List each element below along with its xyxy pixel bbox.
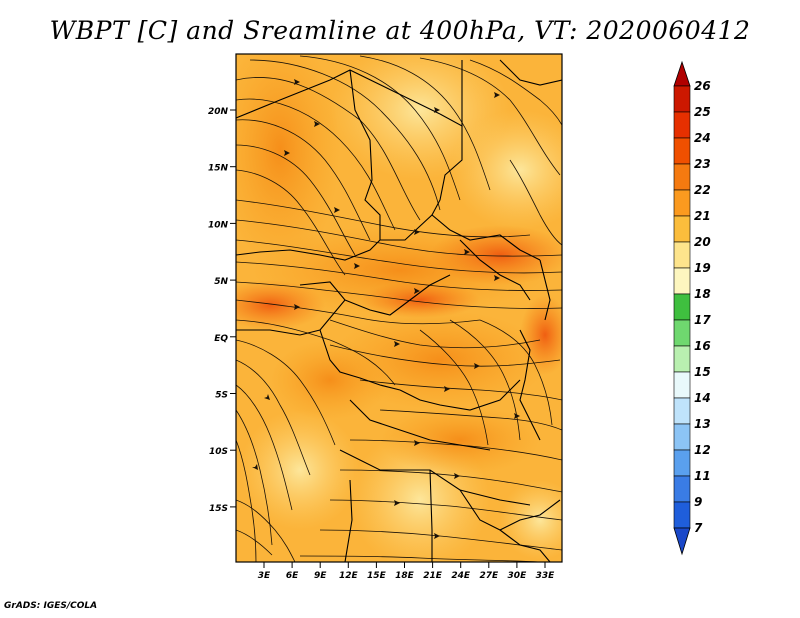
colorbar-label: 12: [694, 443, 711, 457]
longitude-axis: 3E 6E 9E 12E 15E 18E 21E 24E 27E 30E 33E: [258, 562, 555, 581]
colorbar-label: 15: [694, 365, 711, 379]
colorbar-bottom-cap: [673, 527, 691, 556]
colorbar-label: 19: [694, 261, 711, 275]
colorbar-segment: [673, 423, 691, 451]
colorbar-segment: [673, 163, 691, 191]
colorbar-segment: [673, 501, 691, 529]
colorbar-label: 24: [694, 131, 711, 145]
colorbar-segment: [673, 215, 691, 243]
colorbar-label: 23: [694, 157, 711, 171]
lat-tick-label: 5S: [215, 391, 228, 401]
colorbar-segment: [673, 319, 691, 347]
country-borders: [236, 59, 562, 562]
colorbar-segment: [673, 371, 691, 399]
lat-tick-label: 15S: [209, 504, 228, 514]
colorbar-label: 13: [694, 417, 711, 431]
lon-tick-label: 18E: [395, 571, 415, 581]
colorbar-segment: [673, 267, 691, 295]
colorbar-segment: [673, 189, 691, 217]
colorbar-segment: [673, 111, 691, 139]
colorbar-label: 16: [694, 339, 711, 353]
lat-tick-label: EQ: [214, 334, 228, 344]
lon-tick-label: 30E: [508, 571, 528, 581]
colorbar-segment: [673, 345, 691, 373]
latitude-axis: 20N 15N 10N 5N EQ 5S 10S 15S: [208, 107, 236, 514]
colorbar-segment: [673, 475, 691, 503]
colorbar-label: 14: [694, 391, 711, 405]
lat-tick-label: 20N: [208, 107, 229, 117]
lon-tick-label: 15E: [367, 571, 387, 581]
lon-tick-label: 21E: [423, 571, 443, 581]
lon-tick-label: 6E: [286, 571, 299, 581]
lon-tick-label: 27E: [479, 571, 499, 581]
map-frame: [235, 53, 563, 563]
lon-tick-label: 33E: [536, 571, 556, 581]
lat-tick-label: 15N: [208, 164, 229, 174]
colorbar-label: 21: [694, 209, 711, 223]
colorbar-label: 9: [694, 495, 702, 509]
colorbar-label: 20: [694, 235, 711, 249]
lon-tick-label: 9E: [314, 571, 327, 581]
credit-label: GrADS: IGES/COLA: [4, 601, 98, 611]
lat-tick-label: 10S: [209, 447, 228, 457]
colorbar-segment: [673, 397, 691, 425]
lon-tick-label: 24E: [451, 571, 471, 581]
colorbar: 26 25 24 23 22 21 20 19 18 17 16 15 14 13 12 11 9 7: [673, 60, 711, 556]
lat-tick-label: 5N: [214, 277, 228, 287]
colorbar-segment: [673, 85, 691, 113]
streamlines: [236, 55, 562, 562]
colorbar-label: 26: [694, 79, 711, 93]
lon-tick-label: 12E: [339, 571, 359, 581]
colorbar-segment: [673, 293, 691, 321]
colorbar-top-cap: [673, 60, 691, 87]
colorbar-label: 25: [694, 105, 711, 119]
map-title: WBPT [C] and Sreamline at 400hPa, VT: 20…: [49, 16, 751, 45]
colorbar-label: 22: [694, 183, 711, 197]
colorbar-label: 17: [694, 313, 711, 327]
colorbar-segment: [673, 449, 691, 477]
colorbar-segment: [673, 137, 691, 165]
lat-tick-label: 10N: [208, 220, 229, 230]
colorbar-label: 11: [694, 469, 711, 483]
colorbar-label: 7: [694, 521, 703, 535]
colorbar-label: 18: [694, 287, 711, 301]
lon-tick-label: 3E: [258, 571, 271, 581]
colorbar-segment: [673, 241, 691, 269]
